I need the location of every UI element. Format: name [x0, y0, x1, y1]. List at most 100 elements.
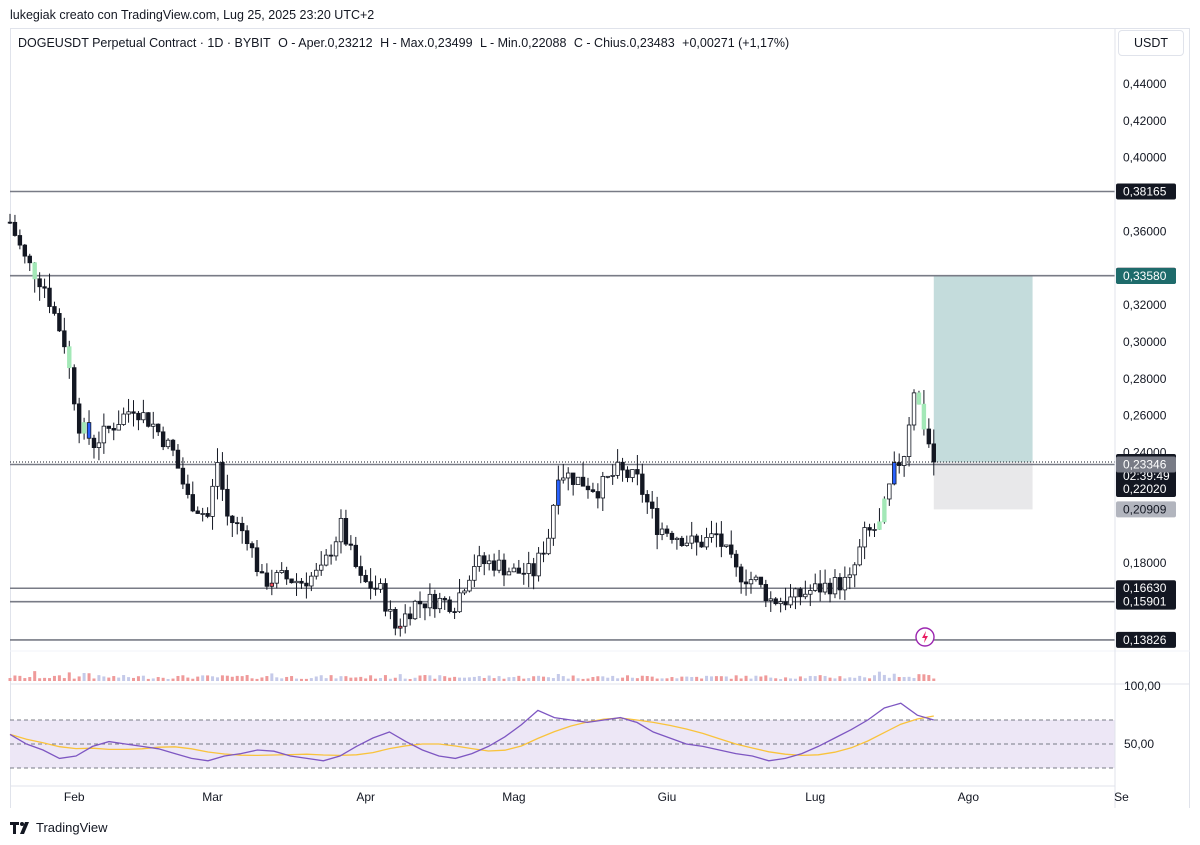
candle[interactable]: [625, 469, 630, 478]
candle[interactable]: [491, 560, 497, 571]
candle[interactable]: [299, 580, 304, 584]
candle[interactable]: [477, 555, 482, 567]
candle[interactable]: [47, 287, 52, 307]
candle[interactable]: [645, 494, 650, 503]
candle[interactable]: [170, 439, 176, 451]
candle[interactable]: [684, 542, 689, 546]
candle[interactable]: [225, 488, 230, 517]
candle[interactable]: [368, 581, 373, 589]
candle[interactable]: [679, 537, 685, 546]
candle[interactable]: [783, 601, 788, 606]
candle[interactable]: [96, 442, 102, 448]
candle[interactable]: [892, 462, 897, 485]
candle[interactable]: [195, 510, 200, 514]
candle[interactable]: [343, 518, 349, 545]
candle[interactable]: [664, 528, 670, 534]
candle[interactable]: [284, 570, 289, 580]
candle[interactable]: [319, 564, 324, 571]
candle[interactable]: [304, 582, 309, 587]
candle[interactable]: [570, 472, 576, 485]
candle[interactable]: [121, 413, 126, 425]
candle[interactable]: [704, 537, 709, 548]
candle[interactable]: [897, 462, 902, 466]
candle[interactable]: [151, 423, 156, 427]
candle[interactable]: [210, 485, 215, 517]
candle[interactable]: [556, 479, 561, 506]
candle[interactable]: [635, 469, 640, 475]
candle[interactable]: [244, 530, 250, 545]
candle[interactable]: [877, 521, 882, 530]
candle[interactable]: [575, 476, 581, 485]
candle[interactable]: [788, 596, 793, 606]
candle[interactable]: [116, 424, 121, 431]
candle[interactable]: [91, 437, 97, 448]
candle[interactable]: [264, 572, 270, 587]
candle[interactable]: [7, 221, 13, 224]
candle[interactable]: [52, 306, 57, 314]
candle[interactable]: [566, 472, 571, 479]
candle[interactable]: [373, 587, 378, 590]
candle[interactable]: [378, 583, 383, 590]
candle[interactable]: [42, 286, 47, 289]
candle[interactable]: [76, 403, 82, 434]
candle[interactable]: [694, 535, 699, 543]
candle[interactable]: [314, 569, 319, 577]
candle[interactable]: [220, 462, 225, 490]
candle[interactable]: [536, 552, 541, 577]
candle[interactable]: [417, 600, 423, 605]
candle[interactable]: [496, 559, 502, 571]
candle[interactable]: [175, 449, 181, 469]
candle[interactable]: [580, 476, 586, 487]
candle[interactable]: [111, 428, 116, 431]
candle[interactable]: [412, 600, 418, 620]
candle[interactable]: [526, 563, 531, 574]
candle[interactable]: [67, 346, 72, 369]
candle[interactable]: [600, 476, 605, 499]
candle[interactable]: [719, 533, 724, 547]
candle[interactable]: [822, 582, 828, 593]
candle[interactable]: [254, 547, 260, 572]
candle[interactable]: [398, 625, 403, 629]
candle[interactable]: [813, 583, 818, 591]
candle[interactable]: [482, 555, 487, 565]
candle[interactable]: [190, 494, 195, 512]
candle[interactable]: [146, 412, 151, 427]
candle[interactable]: [383, 583, 388, 612]
candle[interactable]: [798, 588, 803, 598]
candle[interactable]: [274, 572, 279, 584]
candle[interactable]: [516, 567, 522, 574]
candle[interactable]: [101, 425, 107, 444]
candle[interactable]: [323, 554, 329, 566]
candle[interactable]: [916, 392, 922, 405]
candle[interactable]: [531, 563, 536, 577]
rsi-line[interactable]: [9, 702, 934, 762]
candle[interactable]: [230, 515, 235, 524]
candle[interactable]: [605, 475, 610, 478]
candle[interactable]: [205, 513, 210, 517]
candle[interactable]: [724, 544, 729, 547]
candle[interactable]: [235, 522, 240, 525]
candle[interactable]: [931, 443, 936, 463]
candle[interactable]: [437, 597, 442, 610]
candle[interactable]: [714, 533, 719, 536]
candle[interactable]: [758, 576, 764, 585]
symbol-name[interactable]: DOGEUSDT Perpetual Contract · 1D · BYBIT: [18, 36, 271, 50]
candle[interactable]: [793, 588, 798, 598]
candle[interactable]: [289, 578, 294, 584]
candle[interactable]: [472, 566, 477, 581]
candle[interactable]: [393, 609, 398, 629]
candle[interactable]: [467, 579, 472, 592]
candle[interactable]: [457, 592, 462, 613]
candle[interactable]: [279, 570, 284, 573]
candle[interactable]: [452, 611, 457, 613]
candle[interactable]: [200, 513, 205, 515]
candle[interactable]: [32, 262, 37, 280]
candle[interactable]: [442, 597, 447, 601]
candle[interactable]: [689, 535, 694, 544]
candle[interactable]: [808, 590, 813, 595]
candle[interactable]: [348, 543, 354, 546]
candle[interactable]: [867, 527, 872, 531]
candle[interactable]: [778, 601, 783, 605]
candle[interactable]: [659, 528, 665, 535]
